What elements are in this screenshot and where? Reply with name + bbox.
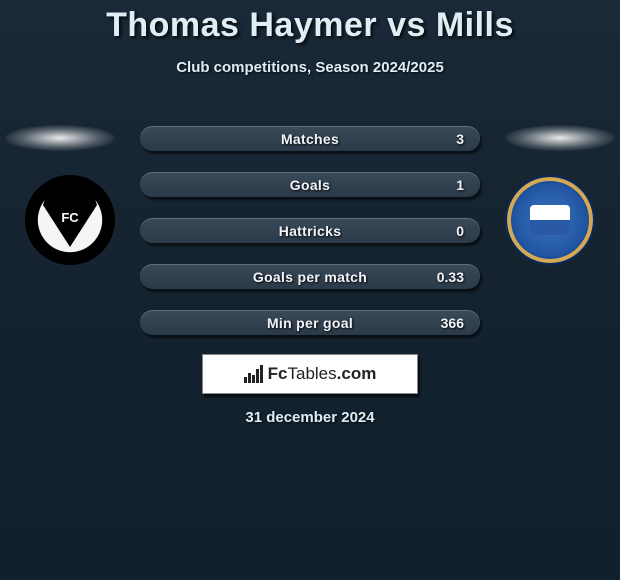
date-text: 31 december 2024 <box>0 409 620 426</box>
stat-value: 0.33 <box>437 269 464 285</box>
stat-row-goals-per-match: Goals per match 0.33 <box>140 264 480 289</box>
stat-row-min-per-goal: Min per goal 366 <box>140 310 480 335</box>
bar-chart-icon <box>244 365 263 383</box>
stat-label: Hattricks <box>279 223 342 239</box>
team-badge-left: FC <box>25 175 115 265</box>
player-shadow-left <box>5 125 115 151</box>
stat-label: Matches <box>281 131 339 147</box>
stat-label: Min per goal <box>267 315 353 331</box>
brand-text: FcTables.com <box>268 364 377 384</box>
page-title: Thomas Haymer vs Mills <box>0 0 620 45</box>
team-badge-right <box>505 175 595 265</box>
shield-icon: FC <box>40 187 100 247</box>
subtitle: Club competitions, Season 2024/2025 <box>0 59 620 76</box>
stat-row-goals: Goals 1 <box>140 172 480 197</box>
crest-icon <box>530 205 570 235</box>
stat-value: 0 <box>456 223 464 239</box>
stat-label: Goals per match <box>253 269 367 285</box>
stats-container: Matches 3 Goals 1 Hattricks 0 Goals per … <box>140 126 480 356</box>
stat-value: 1 <box>456 177 464 193</box>
stat-row-matches: Matches 3 <box>140 126 480 151</box>
player-shadow-right <box>505 125 615 151</box>
brand-logo: FcTables.com <box>202 354 418 394</box>
stat-value: 366 <box>441 315 464 331</box>
stat-row-hattricks: Hattricks 0 <box>140 218 480 243</box>
stat-value: 3 <box>456 131 464 147</box>
stat-label: Goals <box>290 177 330 193</box>
